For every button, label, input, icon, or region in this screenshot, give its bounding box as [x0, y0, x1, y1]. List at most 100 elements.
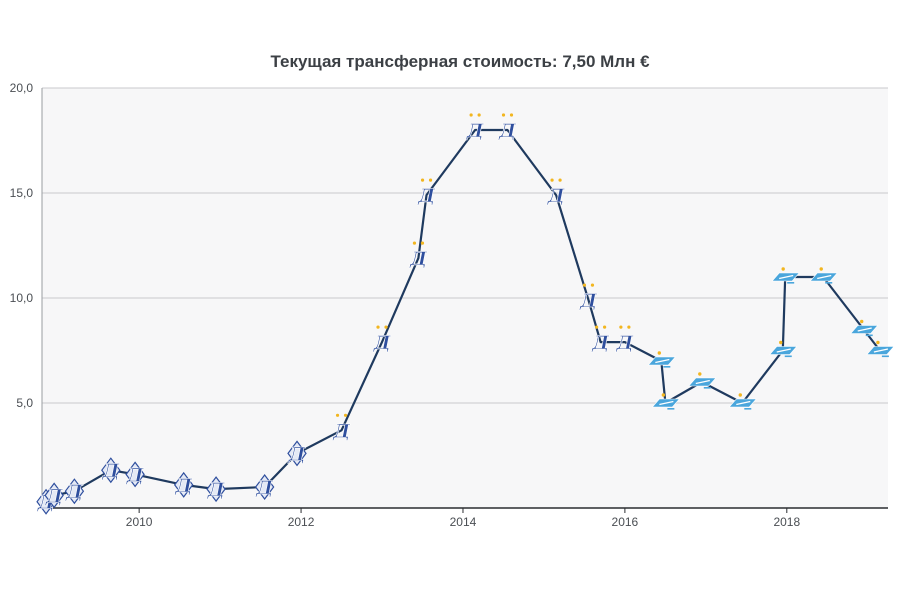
x-tick-label: 2016 [612, 515, 639, 529]
value-line [45, 128, 881, 503]
data-point-dynamo-logo[interactable]: Д [372, 325, 392, 355]
zenit-subtitle-icon [784, 355, 792, 358]
zenit-subtitle-icon [667, 408, 675, 410]
star-icon [619, 325, 623, 329]
y-tick-label: 20,0 [10, 81, 34, 95]
dynamo-d-icon: Д [615, 332, 634, 354]
diamond-badge-icon [101, 457, 121, 484]
dynamo-d-icon: Д [174, 475, 193, 497]
star-icon [343, 413, 348, 417]
y-tick-label: 15,0 [10, 186, 34, 200]
zenit-wing-icon [776, 348, 791, 353]
x-tick-label: 2018 [773, 515, 800, 529]
dynamo-d-icon: Д [373, 332, 392, 354]
series-line [45, 128, 881, 503]
data-point-dynamo-logo[interactable]: Д [579, 283, 598, 313]
data-point-dynamo-logo[interactable]: Д [332, 413, 351, 443]
dynamo-d-icon: Д [409, 248, 428, 270]
star-icon [477, 113, 481, 117]
dynamo-d-icon: Д [332, 420, 351, 442]
star-icon [819, 267, 823, 271]
dynamo-d-icon: Д [207, 479, 226, 501]
data-point-zenit-logo[interactable] [651, 393, 681, 410]
zenit-subtitle-icon [663, 366, 671, 368]
data-point-zenit-logo[interactable] [866, 340, 895, 358]
star-icon [501, 113, 506, 117]
zenit-subtitle-icon [865, 334, 873, 337]
data-point-dynamo-logo[interactable]: Д [101, 457, 121, 484]
dynamo-d-icon: Д [255, 477, 274, 499]
star-icon [420, 178, 425, 182]
star-icon [335, 413, 340, 417]
zenit-subtitle-icon [787, 282, 795, 284]
data-point-dynamo-logo[interactable]: Д [206, 476, 226, 503]
data-point-dynamo-logo[interactable]: Д [409, 241, 428, 271]
star-icon [627, 325, 631, 329]
zenit-subtitle-icon [881, 355, 889, 358]
data-point-dynamo-logo[interactable]: Д [125, 461, 145, 488]
tick-labels: 5,0 10,0 15,0 20,0 2010 2012 2014 2016 2018 [10, 81, 801, 529]
data-point-dynamo-logo[interactable]: Д [287, 440, 307, 467]
dynamo-d-icon: Д [65, 481, 84, 503]
dynamo-d-icon: Д [579, 290, 598, 312]
data-point-zenit-logo[interactable] [688, 372, 717, 389]
diamond-badge-icon [287, 440, 307, 467]
star-icon [412, 241, 417, 245]
dynamo-d-icon: Д [591, 332, 610, 354]
y-tick-label: 5,0 [16, 396, 33, 410]
diamond-badge-icon [173, 471, 194, 498]
star-icon [661, 393, 666, 397]
data-point-dynamo-logo[interactable]: Д [44, 482, 64, 509]
axes [41, 88, 888, 513]
data-point-dynamo-logo[interactable]: Д [417, 178, 436, 208]
x-tick-label: 2014 [450, 515, 477, 529]
dynamo-d-icon: Д [498, 120, 517, 142]
dynamo-d-icon: Д [101, 460, 120, 482]
data-point-zenit-logo[interactable] [769, 340, 798, 358]
data-point-zenit-logo[interactable] [809, 267, 838, 284]
star-icon [558, 178, 562, 182]
star-icon [509, 113, 514, 117]
zenit-wing-icon [736, 400, 751, 406]
star-icon [590, 283, 595, 287]
zenit-wing-icon [655, 358, 670, 364]
dynamo-d-icon: Д [547, 185, 566, 207]
star-icon [781, 267, 785, 271]
data-point-dynamo-logo[interactable]: Д [615, 325, 635, 355]
x-tick-label: 2012 [288, 515, 315, 529]
star-icon [469, 113, 473, 117]
zenit-subtitle-icon [825, 282, 833, 284]
zenit-subtitle-icon [703, 387, 711, 389]
dynamo-d-icon: Д [417, 185, 436, 207]
star-icon [779, 340, 783, 345]
star-icon [738, 393, 742, 397]
chart-title: Текущая трансферная стоимость: 7,50 Млн … [270, 52, 650, 71]
data-point-dynamo-logo[interactable]: Д [498, 113, 517, 142]
data-point-dynamo-logo[interactable]: Д [173, 471, 194, 498]
data-point-zenit-logo[interactable] [647, 351, 676, 368]
data-point-dynamo-logo[interactable]: Д [465, 113, 485, 142]
zenit-wing-icon [873, 348, 889, 353]
data-point-dynamo-logo[interactable]: Д [591, 325, 610, 355]
zenit-wing-icon [659, 400, 674, 406]
star-icon [657, 351, 662, 355]
star-icon [550, 178, 554, 182]
data-point-dynamo-logo[interactable]: Д [255, 474, 274, 500]
zenit-wing-icon [857, 327, 872, 332]
zenit-wing-icon [817, 274, 832, 280]
zenit-subtitle-icon [744, 408, 752, 410]
diamond-badge-icon [64, 478, 85, 505]
data-point-zenit-logo[interactable] [728, 393, 757, 410]
data-point-dynamo-logo[interactable]: Д [546, 178, 566, 208]
zenit-wing-icon [779, 274, 794, 280]
data-point-dynamo-logo[interactable]: Д [64, 478, 85, 505]
star-icon [876, 340, 880, 345]
star-icon [376, 325, 380, 329]
y-tick-label: 10,0 [10, 291, 34, 305]
data-point-zenit-logo[interactable] [850, 319, 879, 337]
data-point-zenit-logo[interactable] [771, 267, 800, 284]
x-tick-label: 2010 [126, 515, 153, 529]
diamond-badge-icon [206, 476, 226, 503]
star-icon [420, 241, 425, 245]
